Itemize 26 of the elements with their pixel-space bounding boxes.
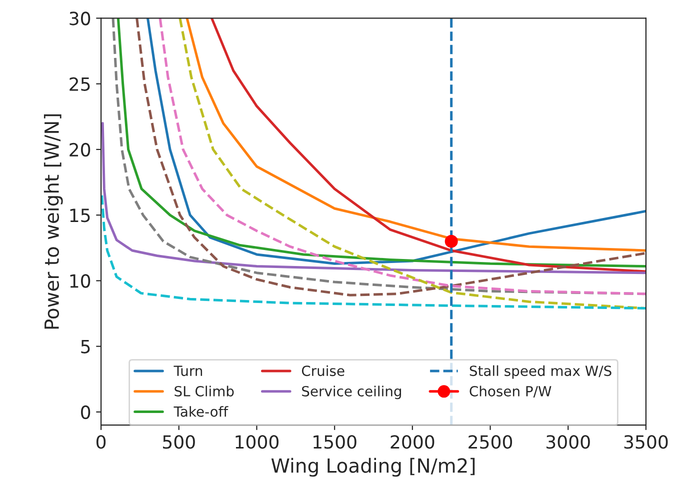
y-tick-label: 5 bbox=[81, 340, 90, 354]
x-tick-label: 3000 bbox=[546, 435, 590, 449]
x-tick-label: 0 bbox=[96, 435, 106, 449]
legend-label: Service ceiling bbox=[302, 386, 402, 400]
x-axis-title: Wing Loading [N/m2] bbox=[271, 458, 475, 477]
line-series bbox=[101, 194, 646, 310]
legend-label: Cruise bbox=[302, 365, 344, 376]
x-tick-label: 1500 bbox=[314, 435, 356, 449]
y-tick-label: 20 bbox=[70, 142, 90, 157]
y-tick-label: 15 bbox=[70, 208, 90, 222]
y-tick-label: 30 bbox=[70, 12, 90, 26]
x-tick-label: 2000 bbox=[390, 435, 434, 449]
y-axis-title: Power to weight [W/N] bbox=[44, 114, 63, 329]
x-tick-label: 2500 bbox=[468, 435, 512, 449]
legend-label: Chosen P/W bbox=[470, 386, 552, 398]
ref-line-label: Stall speed max W/S bbox=[470, 365, 612, 379]
y-tick-label: 10 bbox=[70, 274, 90, 288]
x-tick-label: 3500 bbox=[624, 435, 668, 449]
y-tick-label: 0 bbox=[81, 405, 90, 420]
legend-label: Turn bbox=[174, 366, 202, 376]
legend-label: Take-off bbox=[174, 406, 228, 417]
line-series bbox=[101, 122, 646, 274]
x-tick-label: 500 bbox=[163, 435, 195, 449]
y-tick-label: 25 bbox=[70, 77, 90, 91]
legend-label: SL Climb bbox=[174, 386, 234, 396]
x-tick-label: 1000 bbox=[236, 435, 279, 449]
